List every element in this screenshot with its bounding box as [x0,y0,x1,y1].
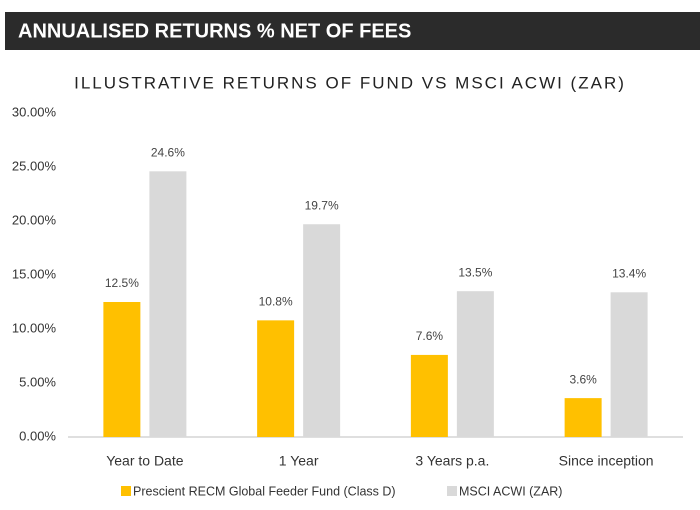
value-label: 13.5% [458,265,492,279]
bar [257,320,295,437]
bar [456,291,494,437]
y-tick-label: 25.00% [12,158,57,173]
value-label: 13.4% [612,266,646,280]
header-title: ANNUALISED RETURNS % NET OF FEES [18,20,411,42]
value-label: 19.7% [305,198,339,212]
y-tick-label: 20.00% [12,212,57,227]
value-label: 7.6% [416,329,444,343]
bar [410,354,448,437]
bar [303,224,341,437]
x-tick-label: Since inception [559,453,654,469]
legend-swatch [121,486,131,496]
bar [149,171,187,437]
bar [564,398,602,437]
y-tick-label: 10.00% [12,320,57,335]
value-label: 10.8% [259,295,293,309]
value-label: 24.6% [151,145,185,159]
x-tick-label: 3 Years p.a. [415,453,489,469]
bar [610,292,648,437]
x-tick-label: Year to Date [106,453,184,469]
value-label: 3.6% [569,372,597,386]
value-label: 12.5% [105,276,139,290]
y-tick-label: 15.00% [12,266,57,281]
x-tick-label: 1 Year [279,453,319,469]
y-tick-label: 30.00% [12,104,57,119]
bar [103,302,141,437]
legend-label: MSCI ACWI (ZAR) [459,484,562,498]
y-tick-label: 0.00% [19,428,56,443]
chart-title: ILLUSTRATIVE RETURNS OF FUND VS MSCI ACW… [74,73,626,92]
y-tick-label: 5.00% [19,374,56,389]
legend-label: Prescient RECM Global Feeder Fund (Class… [133,484,396,498]
header-bar [5,12,700,50]
legend-swatch [447,486,457,496]
